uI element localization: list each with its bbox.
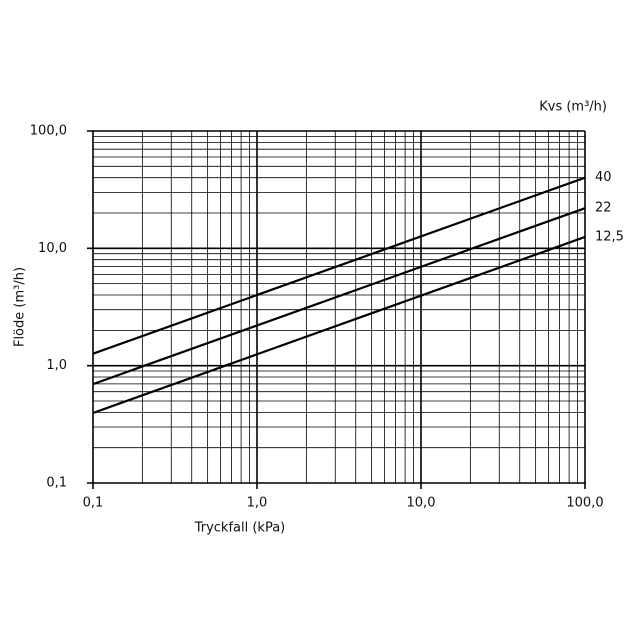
x-tick-label: 10,0 [407,496,436,511]
x-tick-label: 0,1 [83,496,104,511]
line [92,207,586,386]
y-tick-label: 1,0 [46,358,67,373]
line [92,176,586,355]
y-tick-label: 10,0 [38,241,67,256]
y-axis-label: Flöde (m³/h) [13,267,28,347]
x-axis-label: Tryckfall (kPa) [194,521,286,536]
line [92,235,586,415]
series-label: 22 [595,201,612,216]
y-tick-label: 100,0 [30,124,67,139]
x-tick-label: 100,0 [566,496,603,511]
x-tick-label: 1,0 [247,496,268,511]
legend-title: Kvs (m³/h) [539,100,607,115]
y-tick-label: 0,1 [46,476,67,491]
series-label: 12,5 [595,229,624,244]
series-label: 40 [595,170,612,185]
